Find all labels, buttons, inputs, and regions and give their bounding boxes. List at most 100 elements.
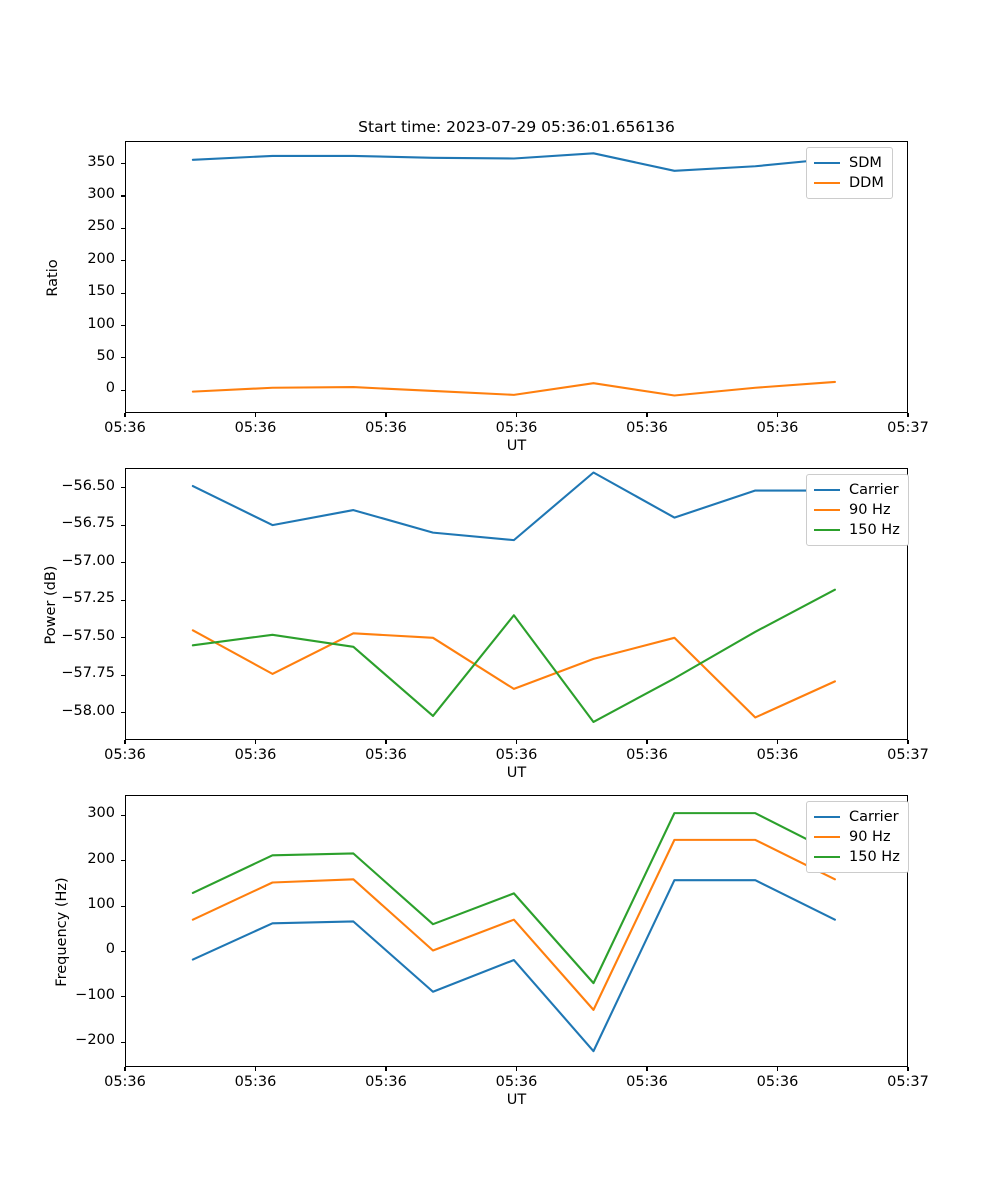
y-tick-mark [120, 860, 125, 862]
x-tick-label: 05:36 [626, 420, 668, 436]
legend-entry-90-hz[interactable]: 90 Hz [814, 500, 900, 520]
y-tick-mark [120, 637, 125, 639]
x-tick-mark [776, 740, 779, 745]
legend-label: DDM [849, 174, 884, 191]
legend-label: SDM [849, 154, 882, 171]
legend-swatch-icon [814, 816, 840, 818]
y-tick-label: 0 [105, 380, 115, 397]
x-tick-mark [907, 1067, 909, 1072]
x-tick-label: 05:36 [365, 420, 407, 436]
x-tick-label: 05:36 [495, 1074, 538, 1090]
figure-title: Start time: 2023-07-29 05:36:01.656136 [358, 118, 675, 136]
x-tick-label: 05:37 [887, 1074, 929, 1090]
legend-label: 90 Hz [849, 828, 891, 845]
legend-entry-carrier[interactable]: Carrier [814, 807, 900, 827]
x-tick-mark [646, 740, 648, 745]
y-tick-mark [120, 814, 125, 816]
x-tick-label: 05:36 [104, 420, 146, 436]
x-tick-label: 05:36 [495, 420, 538, 436]
legend-entry-150-hz[interactable]: 150 Hz [814, 847, 900, 867]
ratio-x-axis-label: UT [506, 438, 527, 454]
ratio-plot-area [125, 141, 908, 413]
x-tick-mark [907, 413, 909, 418]
series-line-sdm [191, 152, 836, 172]
series-line-carrier [191, 471, 836, 542]
y-tick-label: 250 [87, 218, 115, 235]
x-tick-label: 05:36 [756, 420, 799, 436]
frequency-legend[interactable]: Carrier 90 Hz 150 Hz [806, 801, 909, 873]
x-tick-mark [385, 1067, 387, 1072]
x-tick-label: 05:36 [495, 747, 538, 763]
x-tick-mark [646, 413, 648, 418]
legend-swatch-icon [814, 509, 840, 511]
x-tick-label: 05:36 [234, 1074, 277, 1090]
legend-entry-150-hz[interactable]: 150 Hz [814, 520, 900, 540]
y-tick-label: 150 [87, 283, 115, 300]
y-tick-label: 200 [87, 850, 115, 867]
ratio-legend[interactable]: SDM DDM [806, 147, 893, 199]
frequency-y-axis-label: Frequency (Hz) [54, 877, 70, 987]
series-line-90-hz [191, 838, 836, 1011]
x-tick-label: 05:37 [887, 420, 929, 436]
y-tick-label: −57.25 [61, 590, 115, 607]
x-tick-mark [124, 1067, 126, 1072]
y-tick-label: 200 [87, 250, 115, 267]
y-tick-mark [120, 1041, 125, 1043]
y-tick-label: 300 [87, 805, 115, 822]
power-x-axis-label: UT [506, 765, 527, 781]
y-tick-label: 300 [87, 186, 115, 203]
legend-label: 150 Hz [849, 848, 900, 865]
legend-label: 90 Hz [849, 501, 891, 518]
power-plot-area [125, 468, 908, 740]
x-tick-mark [254, 740, 257, 745]
legend-entry-ddm[interactable]: DDM [814, 173, 884, 193]
x-tick-mark [124, 740, 126, 745]
x-tick-label: 05:36 [234, 420, 277, 436]
legend-entry-carrier[interactable]: Carrier [814, 480, 900, 500]
x-tick-label: 05:36 [365, 1074, 407, 1090]
y-tick-mark [120, 486, 125, 489]
y-tick-mark [120, 292, 125, 294]
y-tick-mark [120, 674, 125, 676]
x-tick-label: 05:36 [626, 747, 668, 763]
legend-swatch-icon [814, 182, 840, 184]
power-legend[interactable]: Carrier 90 Hz 150 Hz [806, 474, 909, 546]
legend-swatch-icon [814, 489, 840, 491]
legend-entry-sdm[interactable]: SDM [814, 153, 884, 173]
x-tick-mark [385, 413, 387, 418]
y-tick-label: −57.75 [61, 665, 115, 682]
series-line-carrier [191, 879, 836, 1053]
y-tick-mark [120, 712, 125, 714]
y-tick-label: 100 [87, 896, 115, 913]
y-tick-mark [120, 227, 125, 229]
x-tick-label: 05:37 [887, 747, 929, 763]
x-tick-mark [776, 413, 779, 418]
legend-entry-90-hz[interactable]: 90 Hz [814, 827, 900, 847]
series-line-150-hz [191, 812, 836, 985]
y-tick-mark [120, 195, 125, 197]
x-tick-mark [254, 413, 257, 418]
x-tick-label: 05:36 [104, 1074, 146, 1090]
x-tick-label: 05:36 [756, 747, 799, 763]
legend-swatch-icon [814, 836, 840, 838]
x-tick-mark [515, 413, 518, 418]
x-tick-mark [515, 1067, 518, 1072]
y-tick-mark [120, 562, 125, 564]
y-tick-label: 50 [96, 347, 115, 364]
series-line-150-hz [191, 588, 836, 724]
y-tick-mark [120, 357, 125, 359]
y-tick-mark [120, 599, 125, 601]
legend-label: 150 Hz [849, 521, 900, 538]
x-tick-label: 05:36 [626, 1074, 668, 1090]
frequency-x-axis-label: UT [506, 1092, 527, 1108]
y-tick-mark [120, 389, 125, 391]
y-tick-label: −58.00 [61, 702, 115, 719]
y-tick-label: −56.50 [61, 477, 115, 494]
y-tick-label: −56.75 [61, 515, 115, 532]
x-tick-label: 05:36 [234, 747, 277, 763]
y-tick-label: 100 [87, 315, 115, 332]
